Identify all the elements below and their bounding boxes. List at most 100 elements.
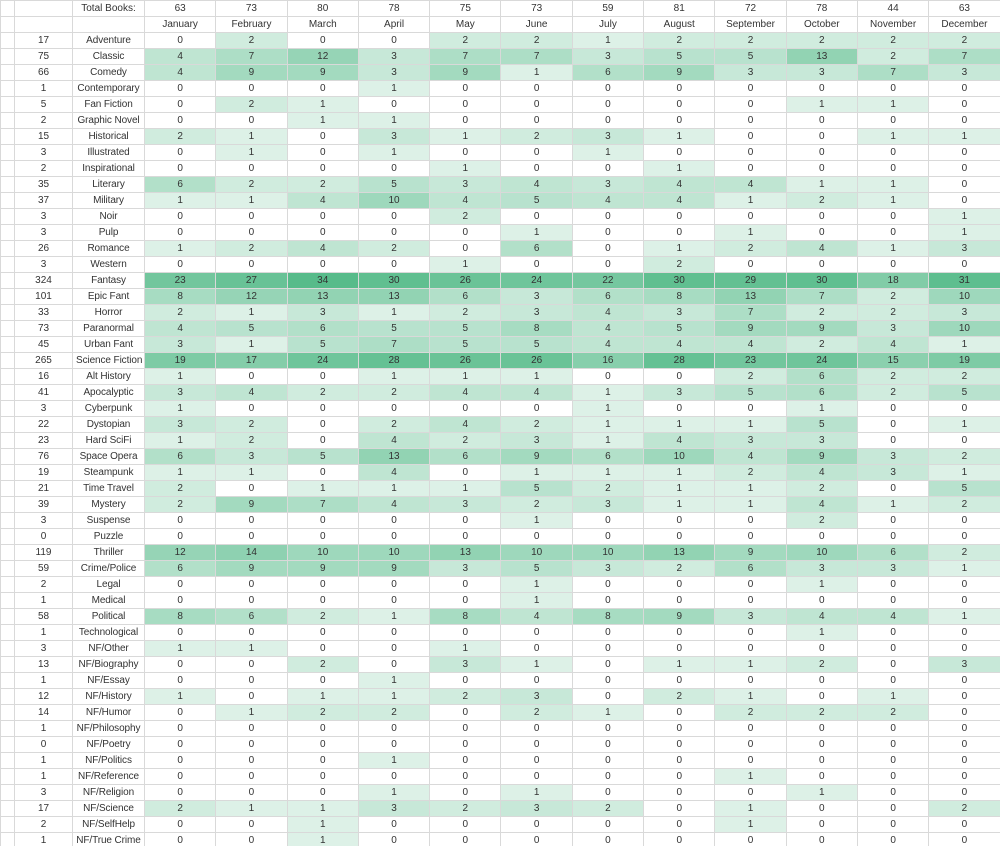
cell-time-travel-march[interactable]: 1 bbox=[287, 480, 359, 497]
cell-classic-march[interactable]: 12 bbox=[287, 48, 359, 65]
cell-medical-march[interactable]: 0 bbox=[287, 592, 359, 609]
cell-nf-other-october[interactable]: 0 bbox=[786, 640, 858, 657]
cell-nf-reference-september[interactable]: 1 bbox=[714, 768, 787, 785]
cell-epic-fant-april[interactable]: 13 bbox=[358, 288, 431, 305]
genre-label-nf-selfhelp[interactable]: NF/SelfHelp bbox=[72, 816, 145, 833]
cell-pulp-july[interactable]: 0 bbox=[572, 224, 645, 241]
cell-legal-july[interactable]: 0 bbox=[572, 576, 645, 593]
genre-label-epic-fant[interactable]: Epic Fant bbox=[72, 288, 145, 305]
cell-epic-fant-june[interactable]: 3 bbox=[500, 288, 573, 305]
cell-classic-september[interactable]: 5 bbox=[714, 48, 787, 65]
cell-nf-other-january[interactable]: 1 bbox=[144, 640, 217, 657]
cell-hard-scifi-december[interactable]: 0 bbox=[928, 432, 1000, 449]
cell-nf-philosophy-january[interactable]: 0 bbox=[144, 720, 217, 737]
cell-western-april[interactable]: 0 bbox=[358, 256, 431, 273]
cell-legal-march[interactable]: 0 bbox=[287, 576, 359, 593]
cell-illustrated-january[interactable]: 0 bbox=[144, 144, 217, 161]
cell-epic-fant-september[interactable]: 13 bbox=[714, 288, 787, 305]
column-header-march[interactable]: March bbox=[287, 16, 359, 33]
row-total-dystopian[interactable]: 22 bbox=[14, 416, 73, 433]
cell-nf-humor-august[interactable]: 0 bbox=[643, 704, 716, 721]
row-total-epic-fant[interactable]: 101 bbox=[14, 288, 73, 305]
cell-puzzle-april[interactable]: 0 bbox=[358, 528, 431, 545]
cell-comedy-december[interactable]: 3 bbox=[928, 64, 1000, 81]
genre-label-classic[interactable]: Classic bbox=[72, 48, 145, 65]
cell-urban-fant-september[interactable]: 4 bbox=[714, 336, 787, 353]
cell-inspirational-february[interactable]: 0 bbox=[215, 160, 288, 177]
row-total-apocalyptic[interactable]: 41 bbox=[14, 384, 73, 401]
cell-inspirational-august[interactable]: 1 bbox=[643, 160, 716, 177]
cell-nf-true-crime-august[interactable]: 0 bbox=[643, 832, 716, 846]
cell-nf-humor-september[interactable]: 2 bbox=[714, 704, 787, 721]
cell-nf-essay-january[interactable]: 0 bbox=[144, 672, 217, 689]
cell-apocalyptic-march[interactable]: 2 bbox=[287, 384, 359, 401]
genre-label-hard-scifi[interactable]: Hard SciFi bbox=[72, 432, 145, 449]
cell-romance-may[interactable]: 0 bbox=[429, 240, 502, 257]
cell-nf-reference-october[interactable]: 0 bbox=[786, 768, 858, 785]
cell-crime-police-september[interactable]: 6 bbox=[714, 560, 787, 577]
cell-fan-fiction-june[interactable]: 0 bbox=[500, 96, 573, 113]
genre-label-historical[interactable]: Historical bbox=[72, 128, 145, 145]
cell-graphic-novel-august[interactable]: 0 bbox=[643, 112, 716, 129]
row-total-literary[interactable]: 35 bbox=[14, 176, 73, 193]
genre-label-contemporary[interactable]: Contemporary bbox=[72, 80, 145, 97]
row-total-contemporary[interactable]: 1 bbox=[14, 80, 73, 97]
cell-fantasy-february[interactable]: 27 bbox=[215, 272, 288, 289]
cell-nf-other-may[interactable]: 1 bbox=[429, 640, 502, 657]
cell-illustrated-may[interactable]: 0 bbox=[429, 144, 502, 161]
cell-pulp-december[interactable]: 1 bbox=[928, 224, 1000, 241]
cell-noir-march[interactable]: 0 bbox=[287, 208, 359, 225]
cell-contemporary-may[interactable]: 0 bbox=[429, 80, 502, 97]
cell-pulp-february[interactable]: 0 bbox=[215, 224, 288, 241]
cell-medical-september[interactable]: 0 bbox=[714, 592, 787, 609]
cell-suspense-september[interactable]: 0 bbox=[714, 512, 787, 529]
cell-dystopian-october[interactable]: 5 bbox=[786, 416, 858, 433]
row-total-alt-history[interactable]: 16 bbox=[14, 368, 73, 385]
cell-steampunk-july[interactable]: 1 bbox=[572, 464, 645, 481]
cell-steampunk-september[interactable]: 2 bbox=[714, 464, 787, 481]
cell-crime-police-april[interactable]: 9 bbox=[358, 560, 431, 577]
cell-crime-police-may[interactable]: 3 bbox=[429, 560, 502, 577]
row-total-nf-other[interactable]: 3 bbox=[14, 640, 73, 657]
column-total-july[interactable]: 59 bbox=[572, 0, 645, 17]
cell-hard-scifi-june[interactable]: 3 bbox=[500, 432, 573, 449]
genre-label-urban-fant[interactable]: Urban Fant bbox=[72, 336, 145, 353]
cell-graphic-novel-march[interactable]: 1 bbox=[287, 112, 359, 129]
cell-apocalyptic-november[interactable]: 2 bbox=[857, 384, 930, 401]
cell-mystery-june[interactable]: 2 bbox=[500, 496, 573, 513]
column-header-may[interactable]: May bbox=[429, 16, 502, 33]
cell-cyberpunk-august[interactable]: 0 bbox=[643, 400, 716, 417]
row-total-crime-police[interactable]: 59 bbox=[14, 560, 73, 577]
cell-urban-fant-july[interactable]: 4 bbox=[572, 336, 645, 353]
cell-fantasy-october[interactable]: 30 bbox=[786, 272, 858, 289]
cell-crime-police-june[interactable]: 5 bbox=[500, 560, 573, 577]
cell-graphic-novel-november[interactable]: 0 bbox=[857, 112, 930, 129]
cell-nf-philosophy-february[interactable]: 0 bbox=[215, 720, 288, 737]
cell-alt-history-august[interactable]: 0 bbox=[643, 368, 716, 385]
row-total-military[interactable]: 37 bbox=[14, 192, 73, 209]
cell-time-travel-february[interactable]: 0 bbox=[215, 480, 288, 497]
cell-nf-history-june[interactable]: 3 bbox=[500, 688, 573, 705]
cell-horror-may[interactable]: 2 bbox=[429, 304, 502, 321]
cell-political-july[interactable]: 8 bbox=[572, 608, 645, 625]
genre-label-nf-science[interactable]: NF/Science bbox=[72, 800, 145, 817]
genre-label-comedy[interactable]: Comedy bbox=[72, 64, 145, 81]
cell-thriller-march[interactable]: 10 bbox=[287, 544, 359, 561]
cell-noir-september[interactable]: 0 bbox=[714, 208, 787, 225]
cell-historical-april[interactable]: 3 bbox=[358, 128, 431, 145]
cell-western-december[interactable]: 0 bbox=[928, 256, 1000, 273]
cell-nf-humor-july[interactable]: 1 bbox=[572, 704, 645, 721]
cell-fan-fiction-april[interactable]: 0 bbox=[358, 96, 431, 113]
cell-nf-religion-december[interactable]: 0 bbox=[928, 784, 1000, 801]
genre-label-puzzle[interactable]: Puzzle bbox=[72, 528, 145, 545]
column-header-july[interactable]: July bbox=[572, 16, 645, 33]
cell-science-fiction-november[interactable]: 15 bbox=[857, 352, 930, 369]
row-total-fantasy[interactable]: 324 bbox=[14, 272, 73, 289]
cell-graphic-novel-april[interactable]: 1 bbox=[358, 112, 431, 129]
genre-label-suspense[interactable]: Suspense bbox=[72, 512, 145, 529]
cell-science-fiction-october[interactable]: 24 bbox=[786, 352, 858, 369]
cell-hard-scifi-may[interactable]: 2 bbox=[429, 432, 502, 449]
cell-nf-biography-june[interactable]: 1 bbox=[500, 656, 573, 673]
genre-label-crime-police[interactable]: Crime/Police bbox=[72, 560, 145, 577]
cell-nf-humor-november[interactable]: 2 bbox=[857, 704, 930, 721]
